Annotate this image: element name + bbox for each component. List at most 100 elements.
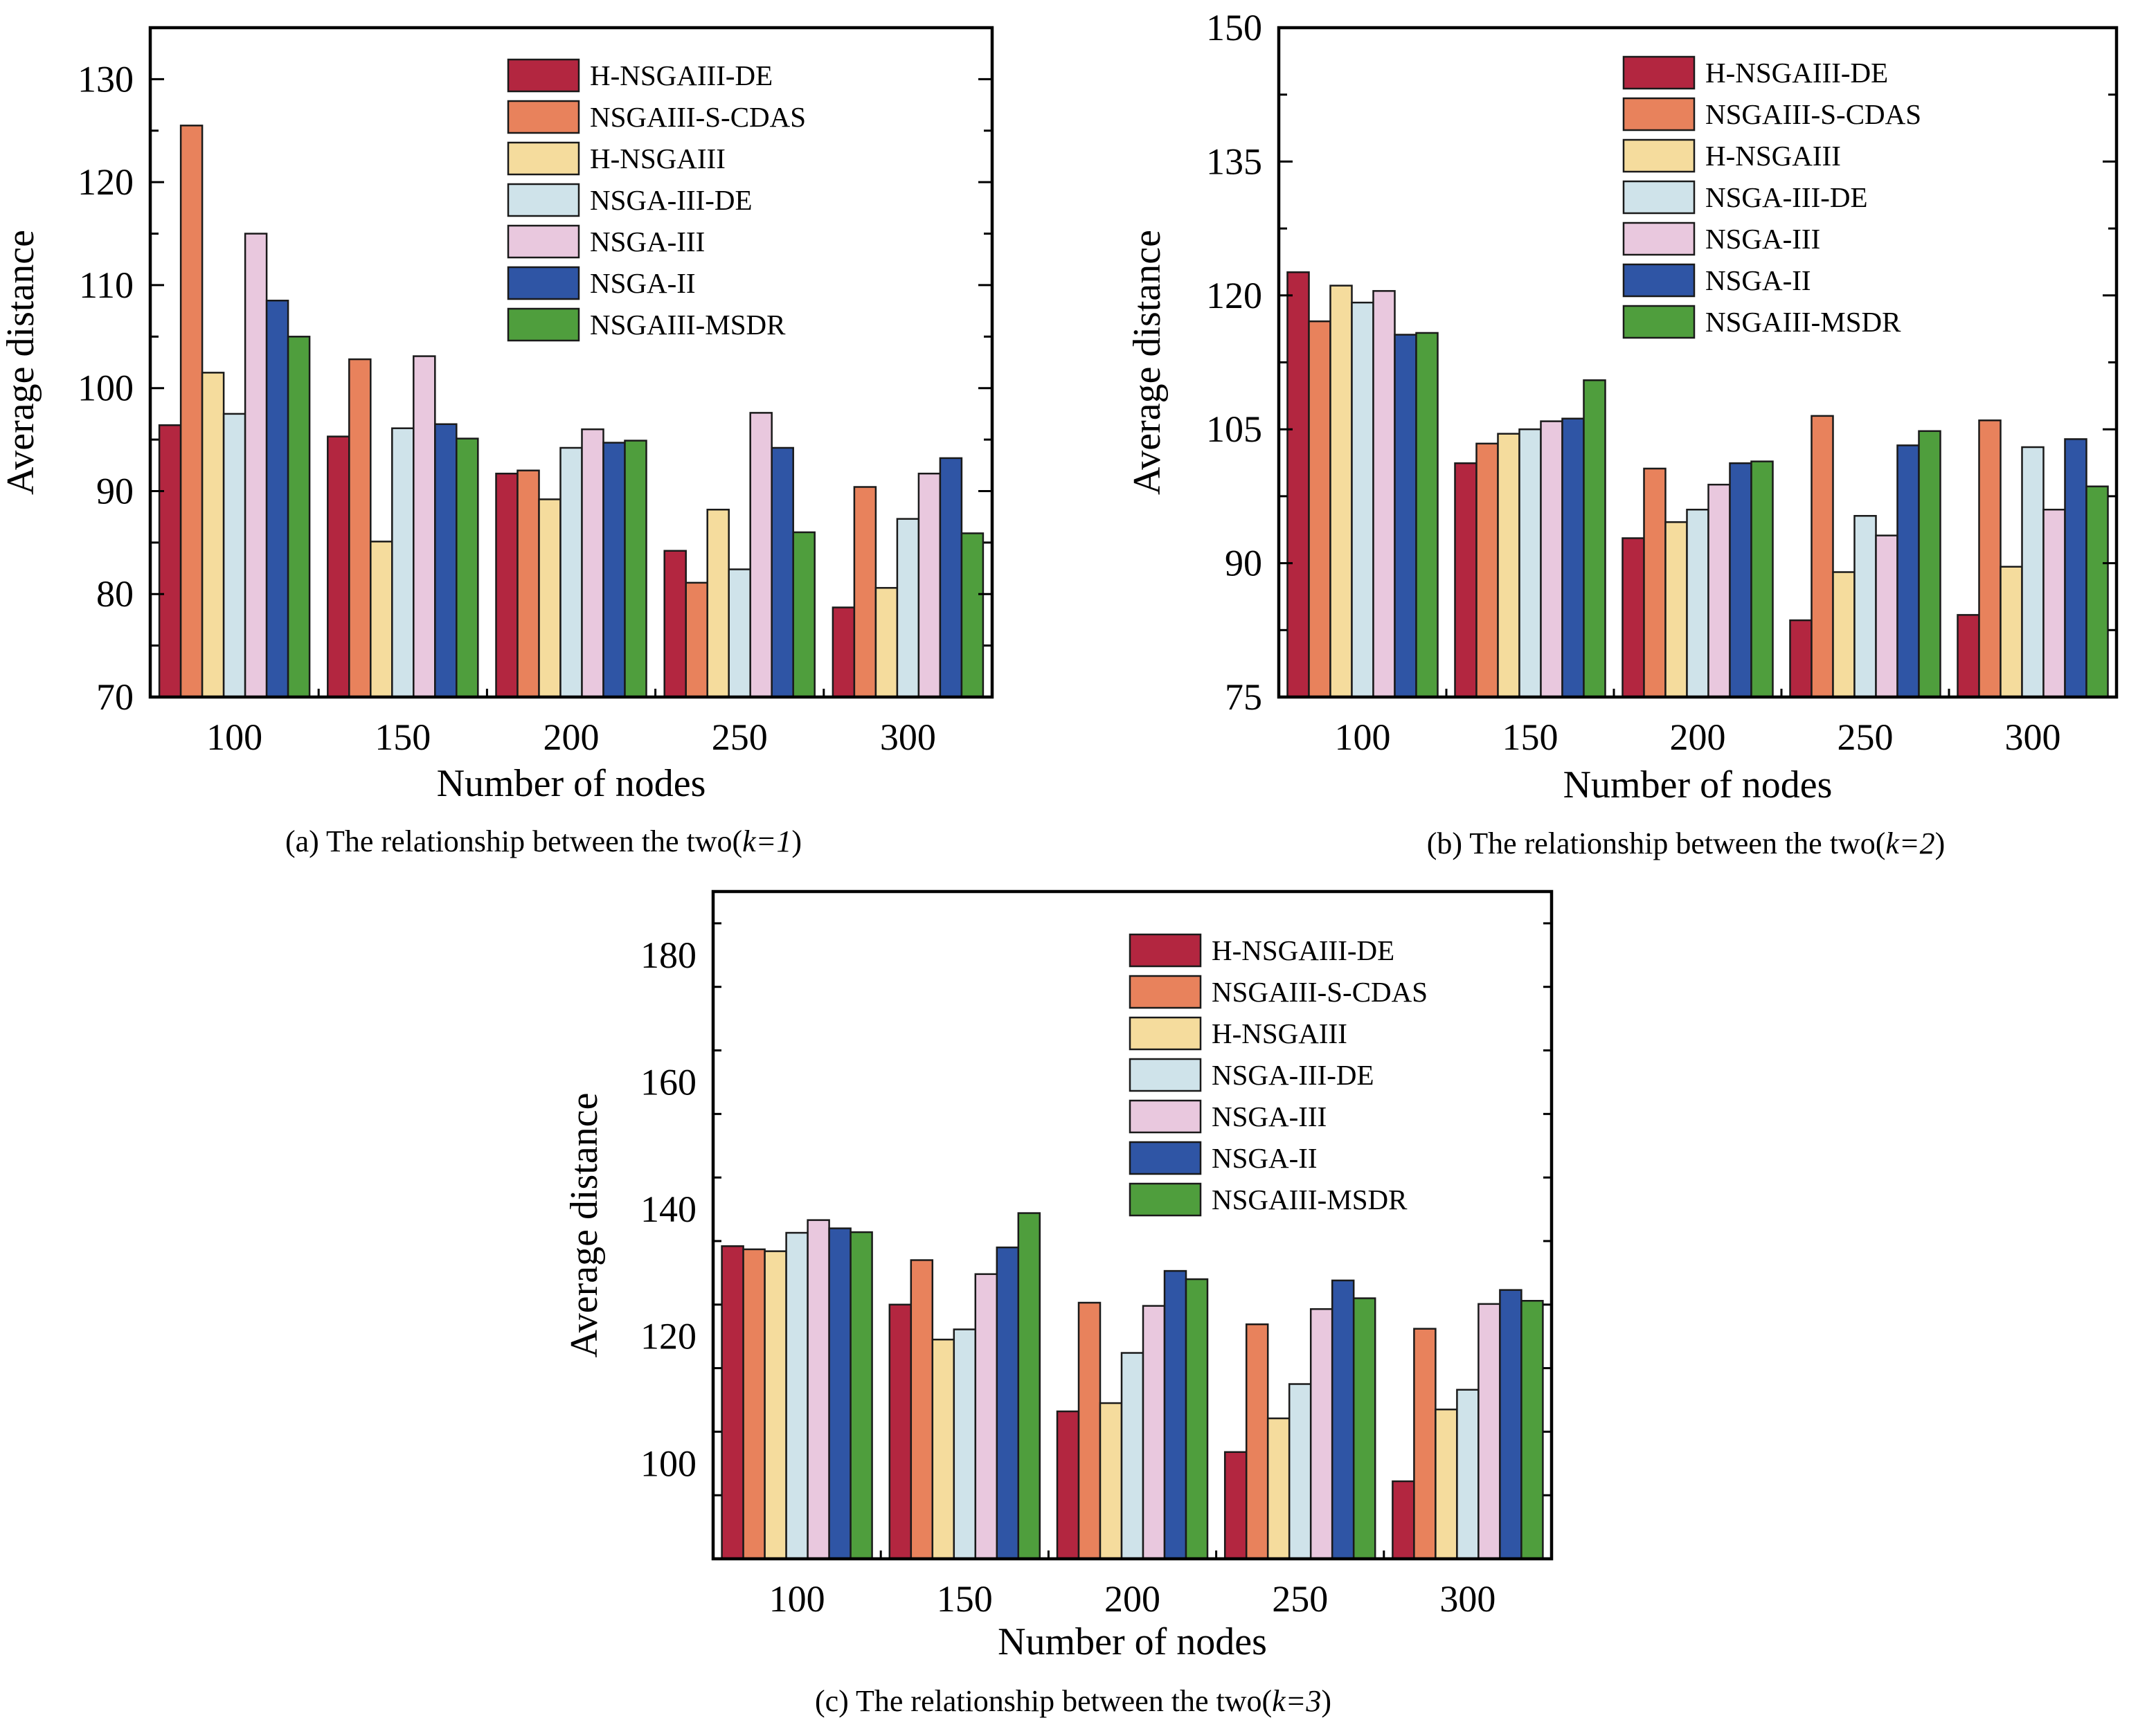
y-tick-label: 80	[96, 573, 134, 615]
x-axis-title: Number of nodes	[998, 1620, 1267, 1663]
y-tick-label: 100	[640, 1443, 697, 1484]
legend-swatch-nsga-iii	[1129, 1099, 1202, 1134]
bar-nsgaiii-msdr-250	[1352, 1297, 1376, 1560]
y-tick-label: 120	[640, 1316, 697, 1357]
caption-k: k=3	[1272, 1684, 1321, 1718]
legend-swatch-nsgaiii-s-cdas	[507, 100, 580, 134]
bar-nsga-ii-200	[1163, 1269, 1187, 1560]
legend-label: H-NSGAIII	[1705, 140, 1841, 172]
bar-h-nsgaiii-200	[538, 498, 562, 698]
bar-nsga-iii-de-200	[1120, 1352, 1144, 1560]
bar-nsgaiii-msdr-250	[1918, 430, 1941, 698]
legend-swatch-h-nsgaiii	[507, 141, 580, 176]
legend-swatch-nsgaiii-msdr	[1622, 305, 1696, 339]
legend-label: NSGA-II	[590, 267, 696, 299]
legend-swatch-nsga-iii-de	[1622, 180, 1696, 215]
bar-nsga-iii-150	[1540, 420, 1563, 698]
bar-nsgaiii-s-cdas-300	[853, 486, 877, 698]
legend-label: NSGA-III	[590, 226, 705, 257]
bar-nsgaiii-msdr-150	[1017, 1212, 1041, 1560]
bar-nsgaiii-s-cdas-150	[348, 358, 372, 698]
y-axis-title: Average distance	[563, 1093, 606, 1358]
bar-nsga-iii-100	[244, 233, 268, 698]
bar-nsgaiii-msdr-200	[1750, 460, 1774, 698]
bar-nsga-ii-250	[1896, 444, 1920, 698]
bar-nsga-iii-de-300	[1456, 1389, 1480, 1560]
bar-nsga-iii-de-100	[1351, 301, 1374, 698]
x-tick-label-300: 300	[1439, 1578, 1495, 1620]
bar-nsgaiii-s-cdas-300	[1978, 419, 2002, 698]
bar-nsgaiii-s-cdas-200	[516, 469, 540, 698]
legend-label: NSGAIII-MSDR	[1212, 1184, 1408, 1215]
legend-swatch-nsga-ii	[1622, 263, 1696, 298]
bar-h-nsgaiii-de-200	[1622, 537, 1645, 698]
y-tick-label: 105	[1206, 408, 1262, 450]
legend-swatch-h-nsgaiii	[1622, 138, 1696, 173]
legend-label: H-NSGAIII	[590, 143, 726, 174]
legend-label: NSGA-III-DE	[590, 184, 753, 216]
x-tick-label-100: 100	[206, 716, 262, 758]
bar-nsgaiii-msdr-150	[456, 437, 479, 698]
legend-label: NSGAIII-S-CDAS	[590, 101, 806, 133]
bar-nsgaiii-msdr-100	[287, 336, 311, 698]
bar-nsga-iii-200	[1142, 1305, 1166, 1560]
bar-nsga-iii-150	[413, 355, 436, 698]
y-tick-label: 110	[79, 264, 134, 306]
legend-label: NSGAIII-MSDR	[1705, 306, 1901, 338]
x-tick-label-100: 100	[769, 1578, 825, 1620]
y-tick-label: 180	[640, 934, 697, 976]
caption-text: (b) The relationship between the two(	[1427, 826, 1886, 860]
bar-h-nsgaiii-150	[370, 541, 393, 698]
legend-label: NSGA-III-DE	[1212, 1059, 1374, 1091]
bar-nsgaiii-s-cdas-250	[685, 581, 708, 698]
bar-h-nsgaiii-100	[201, 372, 225, 698]
bar-nsga-iii-de-200	[1686, 508, 1709, 698]
panel-caption: (b) The relationship between the two(k=2…	[1427, 826, 1946, 860]
bar-h-nsgaiii-250	[706, 508, 730, 698]
bar-nsga-ii-300	[1499, 1289, 1522, 1560]
bar-h-nsgaiii-300	[874, 587, 899, 698]
bar-nsga-iii-250	[1309, 1308, 1333, 1560]
bar-h-nsgaiii-de-200	[495, 472, 519, 698]
legend: H-NSGAIII-DE NSGAIII-S-CDAS H-NSGAIII NSGA-…	[507, 58, 806, 342]
y-axis-title: Average distance	[0, 230, 42, 495]
bar-nsga-iii-de-150	[391, 427, 415, 698]
bar-h-nsgaiii-de-200	[1056, 1410, 1080, 1560]
bar-h-nsgaiii-300	[1435, 1408, 1458, 1560]
bar-h-nsgaiii-100	[1329, 284, 1353, 698]
bar-nsga-iii-de-100	[222, 413, 246, 698]
legend-swatch-nsga-iii-de	[1129, 1058, 1202, 1092]
bar-nsga-ii-150	[1561, 417, 1585, 698]
bar-nsga-iii-100	[1372, 290, 1396, 698]
y-tick-label: 75	[1225, 676, 1262, 718]
legend-label: H-NSGAIII-DE	[1705, 57, 1888, 89]
bar-nsga-ii-100	[265, 299, 289, 698]
bar-nsgaiii-msdr-200	[624, 440, 647, 698]
bar-nsga-ii-300	[2064, 438, 2087, 698]
caption-text: (a) The relationship between the two(	[285, 824, 742, 858]
legend-swatch-h-nsgaiii-de	[507, 58, 580, 93]
bar-h-nsgaiii-200	[1099, 1402, 1123, 1560]
bar-nsga-iii-de-300	[896, 518, 920, 698]
y-tick-label: 160	[640, 1061, 697, 1103]
legend-label: NSGAIII-S-CDAS	[1212, 976, 1428, 1008]
caption-end: )	[1321, 1684, 1331, 1718]
x-tick-label-150: 150	[937, 1578, 993, 1620]
bar-nsga-iii-200	[581, 428, 604, 698]
legend-swatch-nsga-ii	[507, 266, 580, 300]
y-tick-label: 130	[78, 58, 134, 100]
bar-nsga-iii-300	[1477, 1303, 1501, 1560]
bar-nsgaiii-msdr-300	[1520, 1300, 1544, 1560]
x-tick-label-300: 300	[2005, 716, 2061, 758]
x-axis-title: Number of nodes	[1563, 763, 1833, 806]
legend-label: NSGA-II	[1212, 1142, 1318, 1174]
y-tick-label: 100	[78, 368, 134, 409]
caption-k: k=2	[1885, 826, 1934, 860]
bar-nsgaiii-msdr-300	[960, 532, 985, 698]
bar-nsga-ii-150	[434, 423, 458, 698]
bar-h-nsgaiii-de-150	[1454, 462, 1477, 698]
bar-nsgaiii-s-cdas-100	[179, 125, 204, 698]
bar-nsga-ii-200	[602, 442, 626, 698]
legend-swatch-nsgaiii-msdr	[1129, 1182, 1202, 1217]
